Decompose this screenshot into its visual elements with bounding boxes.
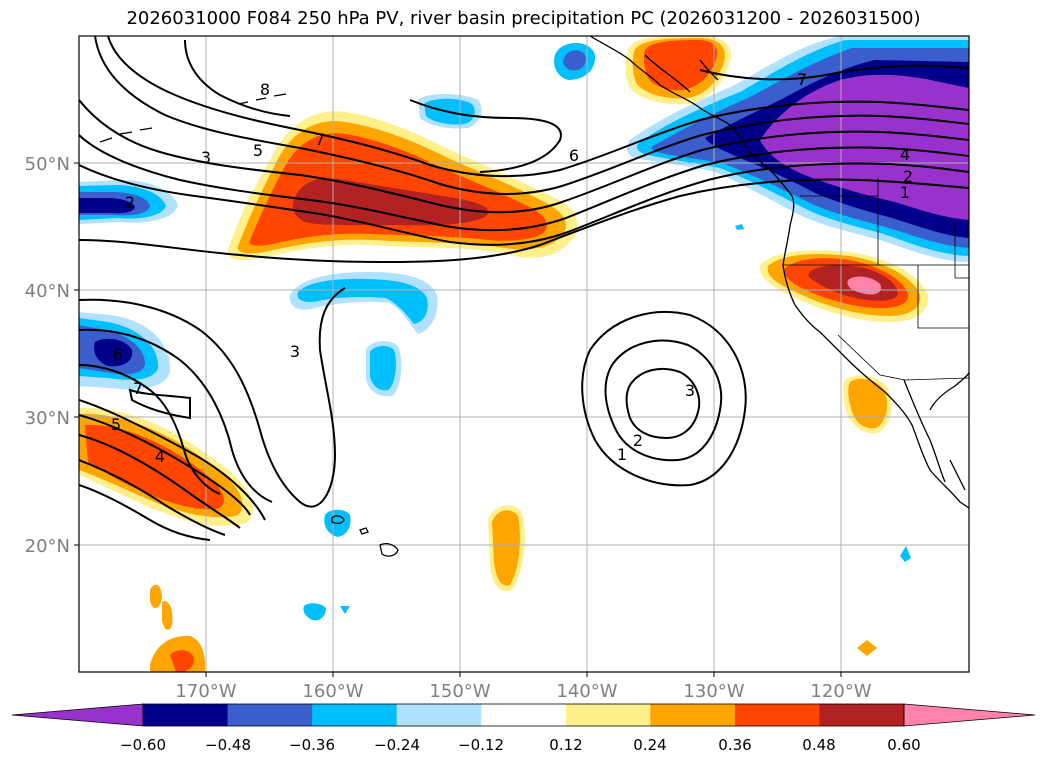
latitude-labels: 50°N 40°N 30°N 20°N (25, 154, 70, 557)
lat-label: 30°N (25, 408, 70, 429)
colorbar-tick-label: 0.12 (549, 736, 582, 754)
axis-ticks (74, 162, 842, 677)
precip-area (292, 178, 489, 226)
colorbar-frame (142, 703, 905, 727)
colorbar-swatch (650, 704, 736, 726)
colorbar-swatch (143, 704, 229, 726)
contour-label: 6 (569, 146, 579, 165)
lat-label: 40°N (25, 281, 70, 302)
contour-label: 3 (685, 381, 695, 400)
colorbar-swatch (565, 704, 651, 726)
contour-label: 4 (900, 145, 910, 164)
precip-area (857, 640, 877, 656)
colorbar-tick-label: −0.12 (458, 736, 504, 754)
gridlines (79, 36, 969, 672)
precip-area (162, 601, 173, 630)
precip-area (85, 424, 224, 510)
colorbar-swatch (734, 704, 820, 726)
precip-area (170, 650, 194, 672)
colorbar-swatch (312, 704, 398, 726)
precip-area (303, 603, 326, 621)
pv-contours (79, 36, 969, 541)
colorbar-extend-high (903, 703, 1036, 727)
colorbar-swatch (819, 704, 905, 726)
contour-label: 6 (113, 345, 123, 364)
colorbar-tick-label: −0.60 (120, 736, 166, 754)
contour-label: 3 (201, 148, 211, 167)
precip-area (340, 606, 350, 614)
colorbar-tick-label: 0.48 (802, 736, 835, 754)
colorbar-tick-label: 0.24 (633, 736, 666, 754)
coastlines (99, 36, 969, 557)
precip-area (94, 338, 133, 367)
lon-label: 170°W (175, 681, 236, 702)
precip-area (492, 510, 520, 586)
contour-label: 7 (315, 130, 325, 149)
colorbar-tick-label: 0.60 (887, 736, 920, 754)
precip-area (370, 346, 396, 391)
colorbar-swatch (396, 704, 482, 726)
precip-area (644, 40, 718, 91)
precip-area (79, 198, 135, 214)
contour-label: 5 (111, 415, 121, 434)
colorbar-tick-label: −0.48 (205, 736, 251, 754)
contour-label: 2 (903, 167, 913, 186)
figure-title: 2026031000 F084 250 hPa PV, river basin … (126, 8, 921, 29)
colorbar-tick-labels: −0.60 −0.48 −0.36 −0.24 −0.12 0.12 0.24 … (120, 736, 921, 754)
precip-area (563, 50, 586, 71)
lat-label: 50°N (25, 154, 70, 175)
contour-label: 7 (133, 379, 143, 398)
precip-area (848, 378, 888, 429)
contour-label: 5 (253, 141, 263, 160)
lon-label: 150°W (429, 681, 490, 702)
precip-area (735, 224, 744, 230)
lon-label: 140°W (556, 681, 617, 702)
lon-label: 160°W (302, 681, 363, 702)
precip-area (900, 546, 911, 562)
contour-label: 3 (290, 342, 300, 361)
map-frame (78, 35, 970, 673)
colorbar-tick-label: 0.36 (718, 736, 751, 754)
pv-contour-labels: 8 7 5 3 6 7 4 2 1 2 3 6 5 4 3 2 1 7 (111, 70, 913, 466)
colorbar-swatch (227, 704, 313, 726)
contour-label: 1 (900, 183, 910, 202)
contour-label: 4 (155, 447, 165, 466)
colorbar-tick-label: −0.24 (374, 736, 420, 754)
contour-label: 1 (617, 445, 627, 464)
contour-label: 2 (633, 431, 643, 450)
precip-area (150, 584, 162, 609)
lon-label: 120°W (810, 681, 871, 702)
colorbar: −0.60 −0.48 −0.36 −0.24 −0.12 0.12 0.24 … (11, 703, 1036, 754)
contour-label: 7 (797, 70, 807, 89)
lon-label: 130°W (683, 681, 744, 702)
state-borders (783, 178, 969, 381)
colorbar-extend-low (11, 703, 144, 727)
contour-label: 8 (260, 80, 270, 99)
longitude-labels: 170°W 160°W 150°W 140°W 130°W 120°W (175, 681, 871, 702)
colorbar-tick-label: −0.36 (289, 736, 335, 754)
colorbar-swatch (481, 704, 567, 726)
lat-label: 20°N (25, 536, 70, 557)
contour-label: 2 (125, 193, 135, 212)
